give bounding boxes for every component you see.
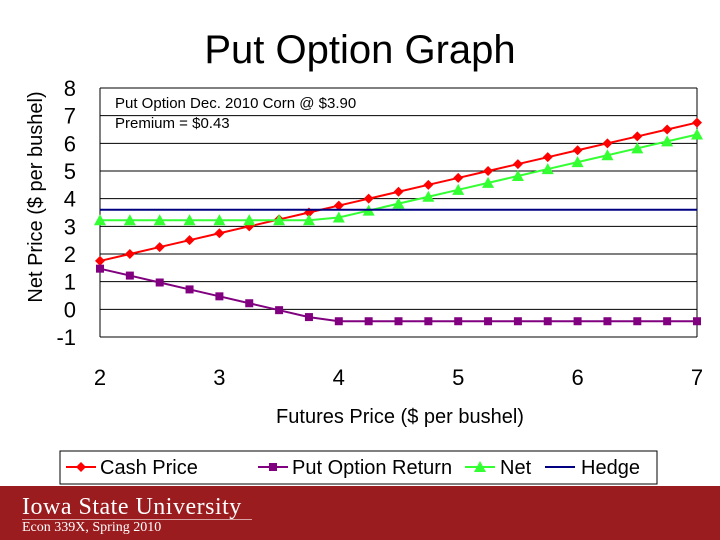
legend-label: Net bbox=[500, 457, 532, 479]
data-point bbox=[213, 214, 226, 226]
x-tick-label: 3 bbox=[213, 365, 225, 390]
data-point bbox=[632, 131, 643, 142]
page-title: Put Option Graph bbox=[204, 28, 516, 72]
data-point bbox=[484, 317, 493, 326]
data-point bbox=[154, 242, 165, 253]
data-point bbox=[94, 214, 106, 226]
data-point bbox=[273, 214, 286, 226]
data-point bbox=[243, 214, 256, 226]
data-point bbox=[184, 235, 195, 246]
data-point bbox=[95, 255, 105, 266]
data-point bbox=[302, 214, 315, 226]
data-point bbox=[215, 292, 224, 301]
data-point bbox=[424, 317, 433, 326]
data-point bbox=[631, 142, 644, 154]
y-tick-label: -1 bbox=[56, 325, 76, 350]
data-point bbox=[513, 317, 522, 326]
data-point bbox=[183, 214, 196, 226]
data-point bbox=[692, 117, 702, 128]
data-point bbox=[511, 169, 524, 181]
data-point bbox=[123, 214, 136, 226]
series-net bbox=[94, 128, 703, 226]
legend-label: Put Option Return bbox=[292, 457, 452, 479]
data-point bbox=[423, 179, 434, 190]
y-tick-label: 0 bbox=[64, 297, 76, 322]
data-point bbox=[185, 285, 194, 294]
data-point bbox=[541, 163, 554, 175]
data-point bbox=[214, 228, 225, 239]
data-point bbox=[601, 149, 614, 161]
data-point bbox=[571, 156, 584, 168]
y-tick-label: 7 bbox=[64, 104, 76, 129]
series-cash-price bbox=[95, 117, 702, 266]
data-point bbox=[663, 317, 672, 326]
data-point bbox=[453, 172, 464, 183]
data-point bbox=[76, 462, 86, 472]
legend-label: Hedge bbox=[581, 457, 640, 479]
data-point bbox=[543, 317, 552, 326]
data-point bbox=[333, 200, 344, 211]
data-point bbox=[334, 317, 343, 326]
data-point bbox=[332, 211, 345, 223]
y-tick-label: 2 bbox=[64, 242, 76, 267]
data-point bbox=[124, 249, 135, 259]
data-point bbox=[512, 159, 523, 170]
y-tick-label: 6 bbox=[64, 131, 76, 156]
data-point bbox=[542, 152, 553, 163]
y-tick-label: 1 bbox=[64, 270, 76, 295]
data-point bbox=[693, 317, 701, 326]
data-point bbox=[275, 306, 284, 315]
legend-label: Cash Price bbox=[100, 457, 198, 479]
x-tick-label: 6 bbox=[571, 365, 583, 390]
data-point bbox=[661, 135, 674, 147]
footer-divider bbox=[22, 519, 252, 520]
x-tick-label: 4 bbox=[333, 365, 345, 390]
chart-annotation: Put Option Dec. 2010 Corn @ $3.90 bbox=[115, 95, 356, 112]
university-logo: Iowa State University bbox=[22, 494, 242, 520]
data-point bbox=[422, 190, 435, 202]
y-tick-label: 8 bbox=[64, 76, 76, 101]
data-point bbox=[363, 193, 374, 204]
data-point bbox=[691, 128, 703, 140]
data-point bbox=[155, 278, 164, 287]
data-point bbox=[392, 197, 405, 209]
data-point bbox=[482, 176, 495, 188]
data-point bbox=[364, 317, 373, 326]
y-tick-label: 4 bbox=[64, 187, 76, 212]
data-point bbox=[269, 463, 277, 471]
data-point bbox=[603, 317, 612, 326]
data-point bbox=[633, 317, 642, 326]
data-point bbox=[153, 214, 166, 226]
plot-area bbox=[100, 88, 697, 337]
course-label: Econ 339X, Spring 2010 bbox=[22, 520, 162, 535]
data-point bbox=[245, 299, 254, 308]
x-tick-label: 5 bbox=[452, 365, 464, 390]
y-tick-label: 3 bbox=[64, 214, 76, 239]
y-tick-label: 5 bbox=[64, 159, 76, 184]
footer-bar bbox=[0, 486, 720, 540]
data-point bbox=[125, 271, 134, 280]
data-point bbox=[662, 124, 673, 135]
data-point bbox=[393, 186, 404, 197]
data-point bbox=[452, 183, 465, 195]
data-point bbox=[483, 166, 494, 176]
y-axis-title: Net Price ($ per bushel) bbox=[25, 91, 47, 302]
chart-annotation: Premium = $0.43 bbox=[115, 115, 230, 132]
data-point bbox=[454, 317, 463, 326]
data-point bbox=[572, 145, 583, 156]
series-put-option-return bbox=[96, 264, 701, 326]
data-point bbox=[304, 313, 313, 322]
legend: Cash Price Put Option Return Net Hedge bbox=[59, 450, 658, 485]
x-tick-label: 7 bbox=[691, 365, 703, 390]
data-point bbox=[474, 461, 486, 472]
data-point bbox=[96, 264, 104, 273]
data-point bbox=[394, 317, 403, 326]
data-point bbox=[573, 317, 582, 326]
x-axis-title: Futures Price ($ per bushel) bbox=[276, 406, 524, 428]
data-point bbox=[602, 138, 613, 149]
x-tick-label: 2 bbox=[94, 365, 106, 390]
